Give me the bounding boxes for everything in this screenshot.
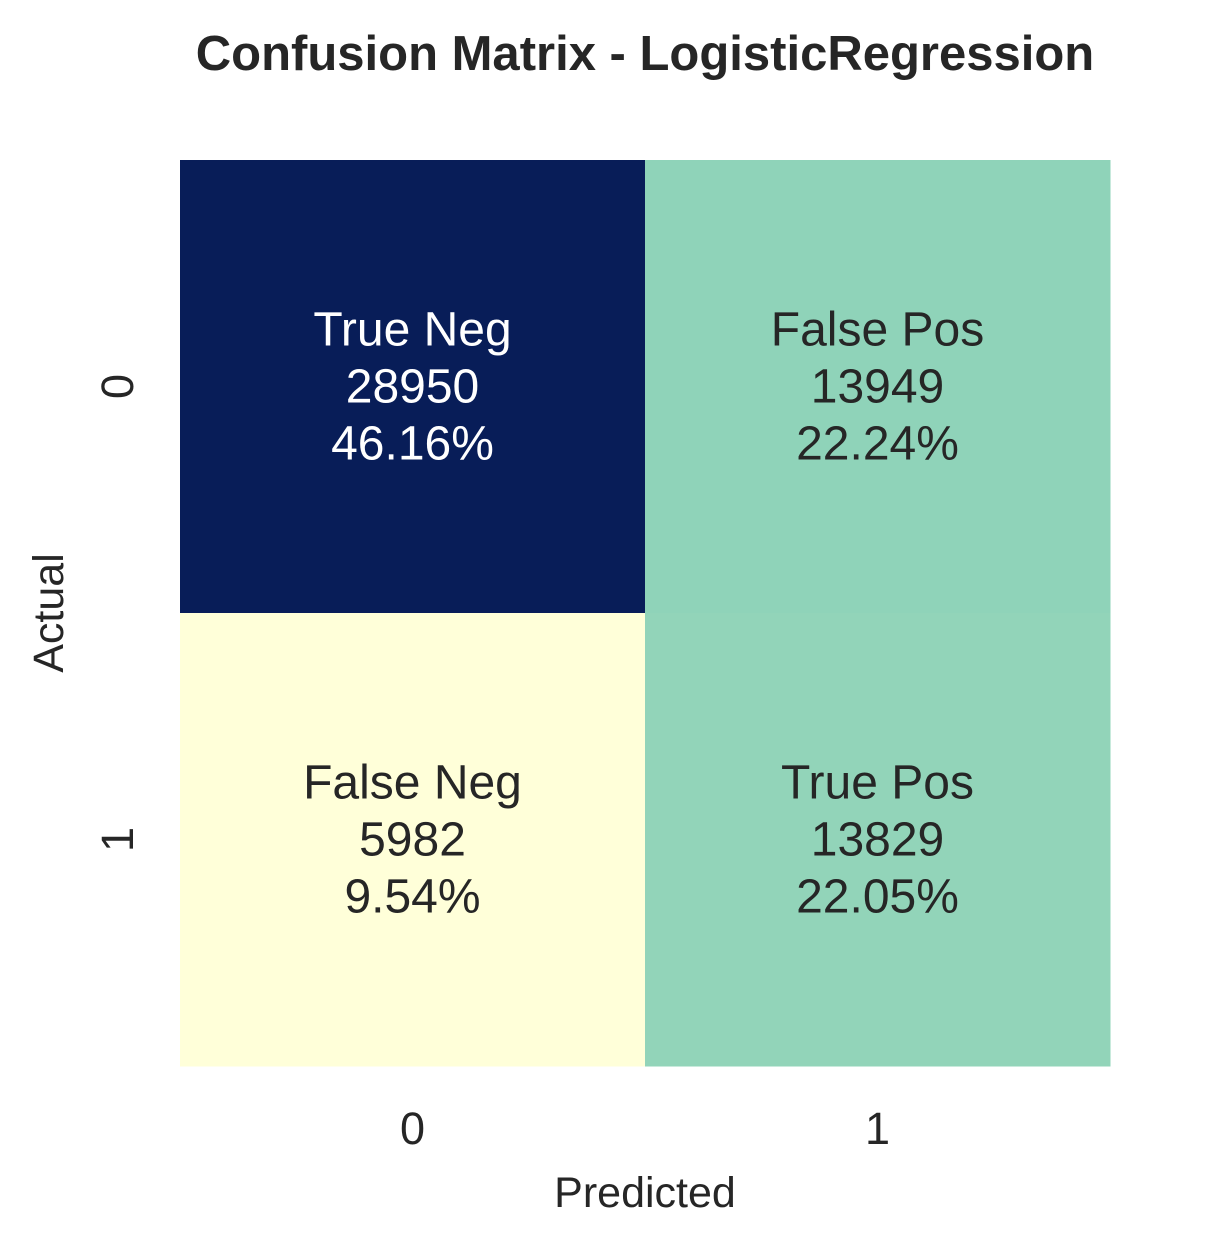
heatmap-cell: [645, 613, 1111, 1067]
heatmap-cell: [180, 613, 646, 1067]
x-tick-label: 0: [400, 1103, 425, 1154]
x-axis-label: Predicted: [554, 1169, 736, 1217]
y-axis-label: Actual: [25, 553, 73, 673]
cell-count: 28950: [346, 361, 479, 414]
cell-percent: 9.54%: [344, 871, 480, 924]
chart-title: Confusion Matrix - LogisticRegression: [196, 27, 1094, 81]
heatmap-cell: [180, 160, 646, 614]
cell-percent: 22.24%: [796, 418, 959, 471]
cell-percent: 22.05%: [796, 871, 959, 924]
cell-count: 13829: [811, 814, 944, 867]
cell-count: 13949: [811, 361, 944, 414]
cell-percent: 46.16%: [331, 418, 494, 471]
y-tick-labels: 01: [92, 374, 143, 852]
cell-count: 5982: [359, 814, 466, 867]
cell-label: False Pos: [771, 304, 984, 357]
y-tick-label: 0: [92, 374, 143, 399]
cell-label: False Neg: [303, 757, 522, 810]
heatmap-cell: [645, 160, 1111, 614]
cell-label: True Neg: [313, 304, 511, 357]
cell-label: True Pos: [781, 757, 974, 810]
x-tick-label: 1: [865, 1103, 890, 1154]
y-tick-label: 1: [92, 827, 143, 852]
